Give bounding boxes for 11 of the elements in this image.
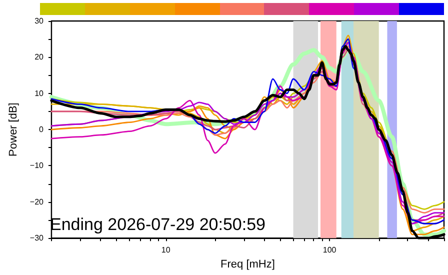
- y-tick-label: 20: [34, 52, 44, 62]
- x-tick-label: 100: [322, 246, 337, 255]
- y-tick-label: 0: [39, 125, 44, 134]
- y-axis-title: Power [dB]: [8, 102, 20, 156]
- y-tick-label: 30: [34, 16, 44, 26]
- annotation: Ending 2026-07-29 20:50:59: [50, 215, 266, 234]
- y-tick-label: −10: [30, 161, 44, 170]
- y-tick-label: 10: [34, 88, 44, 98]
- x-axis-title: Freq [mHz]: [220, 258, 275, 270]
- y-tick-label: −20: [30, 197, 44, 206]
- y-tick-label: −30: [30, 234, 44, 243]
